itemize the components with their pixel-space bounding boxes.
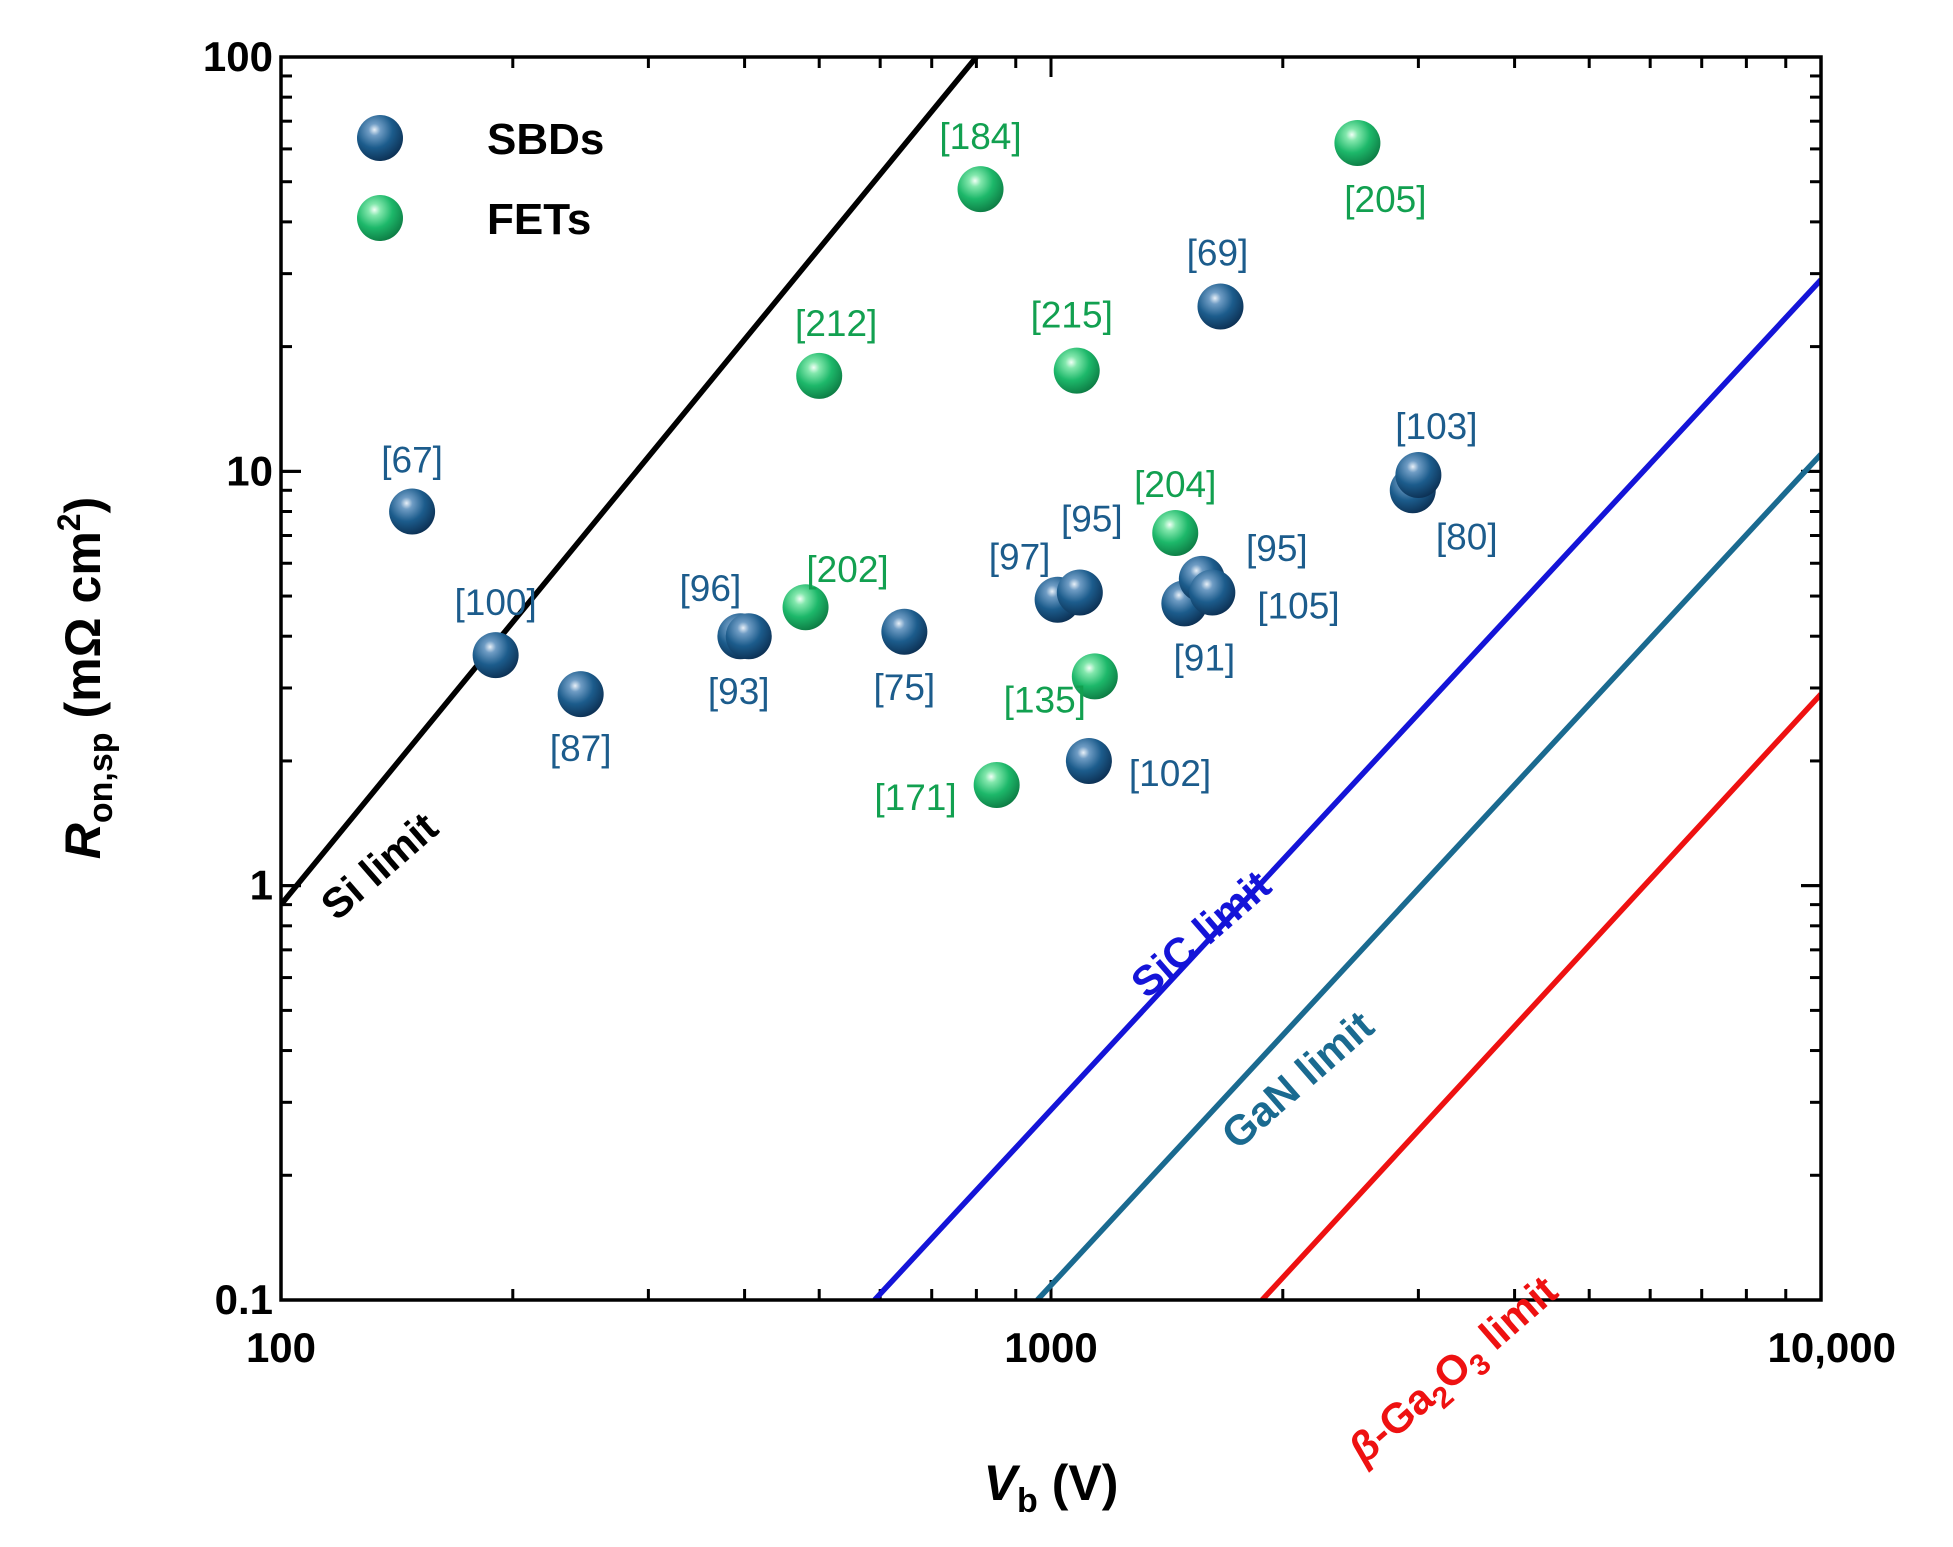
limit-lines-layer xyxy=(281,57,1821,1300)
reference-label: [205] xyxy=(1344,179,1426,220)
fet-point xyxy=(1053,347,1100,394)
x-tick-label: 100 xyxy=(246,1324,316,1371)
si-limit-line xyxy=(281,57,979,907)
legend-marker-fets xyxy=(357,195,403,241)
y-tick-label: 0.1 xyxy=(215,1276,273,1323)
reference-label: [204] xyxy=(1134,464,1216,505)
reference-label: [95] xyxy=(1061,498,1123,539)
x-tick-label: 1000 xyxy=(1004,1324,1097,1371)
reference-label: [87] xyxy=(550,728,612,769)
fet-point xyxy=(973,761,1020,808)
sbd-point xyxy=(1395,451,1442,498)
ga2o3-limit-label: β-Ga2O3 limit xyxy=(1338,1266,1571,1479)
reference-label: [91] xyxy=(1173,637,1235,678)
sbd-point xyxy=(472,632,519,679)
sbd-point xyxy=(1189,569,1236,616)
gan-limit-line xyxy=(1035,452,1821,1300)
reference-label: [93] xyxy=(708,671,770,712)
reference-label: [100] xyxy=(454,582,536,623)
fet-point xyxy=(1071,653,1118,700)
sic-limit-line xyxy=(872,277,1821,1300)
reference-label: [105] xyxy=(1257,585,1339,626)
sbd-point xyxy=(1065,737,1112,784)
plot-frame xyxy=(279,55,1823,1302)
sbd-point xyxy=(1056,569,1103,616)
reference-label: [80] xyxy=(1436,516,1498,557)
legend-label-sbds: SBDs xyxy=(487,115,604,164)
reference-label: [103] xyxy=(1395,406,1477,447)
legend-marker-sbds xyxy=(357,115,403,161)
reference-label: [67] xyxy=(381,439,443,480)
ticks-layer: 100 1000 10,000 0.1 1 10 100 xyxy=(203,33,1896,1371)
sic-limit-label: SiC limit xyxy=(1122,861,1280,1007)
fet-point xyxy=(1334,120,1381,167)
x-axis-title: Vb (V) xyxy=(984,1455,1119,1520)
reference-label: [97] xyxy=(989,537,1051,578)
reference-label: [96] xyxy=(680,568,742,609)
reference-label: [135] xyxy=(1004,679,1086,720)
reference-label: [215] xyxy=(1031,295,1113,336)
si-limit-label: Si limit xyxy=(312,803,447,929)
fet-point xyxy=(796,352,843,399)
data-points-layer xyxy=(389,120,1442,808)
y-tick-label: 100 xyxy=(203,33,273,80)
fet-point xyxy=(1152,509,1199,556)
fet-point xyxy=(957,166,1004,213)
reference-label: [75] xyxy=(874,667,936,708)
x-tick-label: 10,000 xyxy=(1768,1324,1896,1371)
reference-label: [171] xyxy=(874,777,956,818)
reference-label: [95] xyxy=(1246,528,1308,569)
reference-label: [212] xyxy=(795,303,877,344)
ga2o3-limit-line xyxy=(1260,692,1821,1300)
legend: SBDs FETs xyxy=(357,115,604,244)
legend-label-fets: FETs xyxy=(487,195,591,244)
sbd-point xyxy=(557,671,604,718)
sbd-point xyxy=(1197,283,1244,330)
y-axis-title: Ron,sp (mΩ cm2) xyxy=(51,497,120,859)
y-tick-label: 10 xyxy=(226,447,273,494)
sbd-point xyxy=(389,488,436,535)
sbd-point xyxy=(725,613,772,660)
reference-label: [102] xyxy=(1129,753,1211,794)
reference-label: [184] xyxy=(939,116,1021,157)
fet-point xyxy=(782,584,829,631)
y-tick-label: 1 xyxy=(250,862,273,909)
reference-label: [202] xyxy=(806,549,888,590)
reference-label: [69] xyxy=(1187,232,1249,273)
sbd-point xyxy=(881,608,928,655)
